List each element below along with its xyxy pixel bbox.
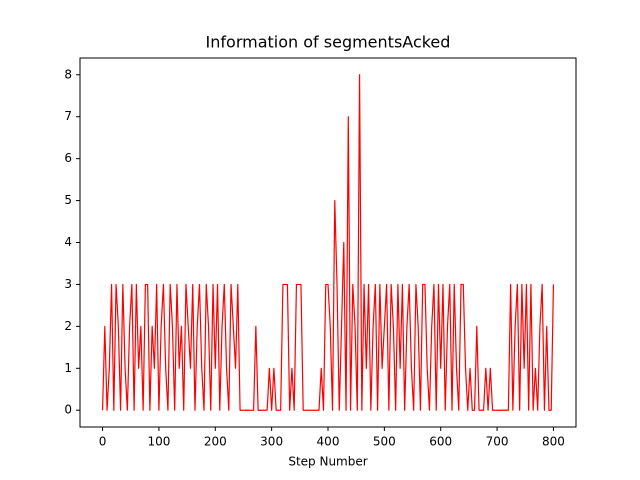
- x-tick-label: 0: [99, 435, 107, 449]
- y-tick-label: 2: [64, 319, 72, 333]
- chart-title: Information of segmentsAcked: [206, 33, 451, 52]
- y-tick-label: 6: [64, 151, 72, 165]
- y-tick-label: 8: [64, 67, 72, 81]
- x-tick-label: 200: [204, 435, 227, 449]
- y-tick-label: 5: [64, 193, 72, 207]
- plot-frame: [79, 57, 577, 428]
- x-tick-label: 800: [542, 435, 565, 449]
- y-tick-label: 0: [64, 403, 72, 417]
- y-tick-label: 7: [64, 109, 72, 123]
- x-axis-label: Step Number: [288, 455, 367, 469]
- data-line: [101, 74, 555, 411]
- x-tick-label: 300: [260, 435, 283, 449]
- x-tick-label: 700: [486, 435, 509, 449]
- x-tick-label: 600: [429, 435, 452, 449]
- x-tick-label: 400: [317, 435, 340, 449]
- x-tick-label: 100: [147, 435, 170, 449]
- y-tick-label: 4: [64, 235, 72, 249]
- x-tick-label: 500: [373, 435, 396, 449]
- y-tick-label: 3: [64, 277, 72, 291]
- y-tick-label: 1: [64, 361, 72, 375]
